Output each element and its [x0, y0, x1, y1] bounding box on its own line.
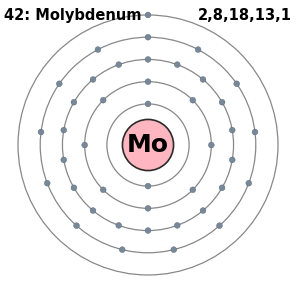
- Circle shape: [145, 228, 151, 233]
- Circle shape: [200, 208, 206, 213]
- Circle shape: [217, 223, 222, 229]
- Circle shape: [229, 127, 235, 133]
- Circle shape: [82, 142, 88, 148]
- Circle shape: [90, 208, 96, 213]
- Circle shape: [229, 157, 235, 163]
- Circle shape: [119, 247, 125, 253]
- Circle shape: [195, 47, 201, 52]
- Circle shape: [219, 99, 225, 105]
- Circle shape: [116, 62, 122, 68]
- Circle shape: [38, 129, 44, 135]
- Circle shape: [71, 99, 77, 105]
- Circle shape: [145, 57, 151, 62]
- Text: Mo: Mo: [127, 133, 169, 157]
- Circle shape: [116, 223, 122, 228]
- Text: 2,8,18,13,1: 2,8,18,13,1: [198, 8, 292, 23]
- Circle shape: [145, 34, 151, 40]
- Circle shape: [174, 62, 180, 68]
- Circle shape: [174, 223, 180, 228]
- Circle shape: [200, 76, 206, 82]
- Circle shape: [219, 185, 225, 191]
- Circle shape: [252, 129, 258, 135]
- Circle shape: [57, 81, 62, 87]
- Circle shape: [234, 81, 239, 87]
- Circle shape: [145, 206, 151, 211]
- Circle shape: [71, 185, 77, 191]
- Circle shape: [246, 180, 252, 186]
- Circle shape: [61, 127, 67, 133]
- Circle shape: [190, 187, 196, 193]
- Circle shape: [90, 76, 96, 82]
- Circle shape: [95, 47, 101, 52]
- Circle shape: [145, 79, 151, 85]
- Circle shape: [61, 157, 67, 163]
- Circle shape: [123, 119, 173, 171]
- Circle shape: [145, 12, 151, 18]
- Circle shape: [190, 97, 196, 103]
- Circle shape: [145, 183, 151, 189]
- Circle shape: [100, 97, 106, 103]
- Circle shape: [145, 101, 151, 107]
- Circle shape: [171, 247, 177, 253]
- Circle shape: [100, 187, 106, 193]
- Circle shape: [74, 223, 79, 229]
- Text: 42: Molybdenum: 42: Molybdenum: [4, 8, 141, 23]
- Circle shape: [208, 142, 214, 148]
- Circle shape: [44, 180, 50, 186]
